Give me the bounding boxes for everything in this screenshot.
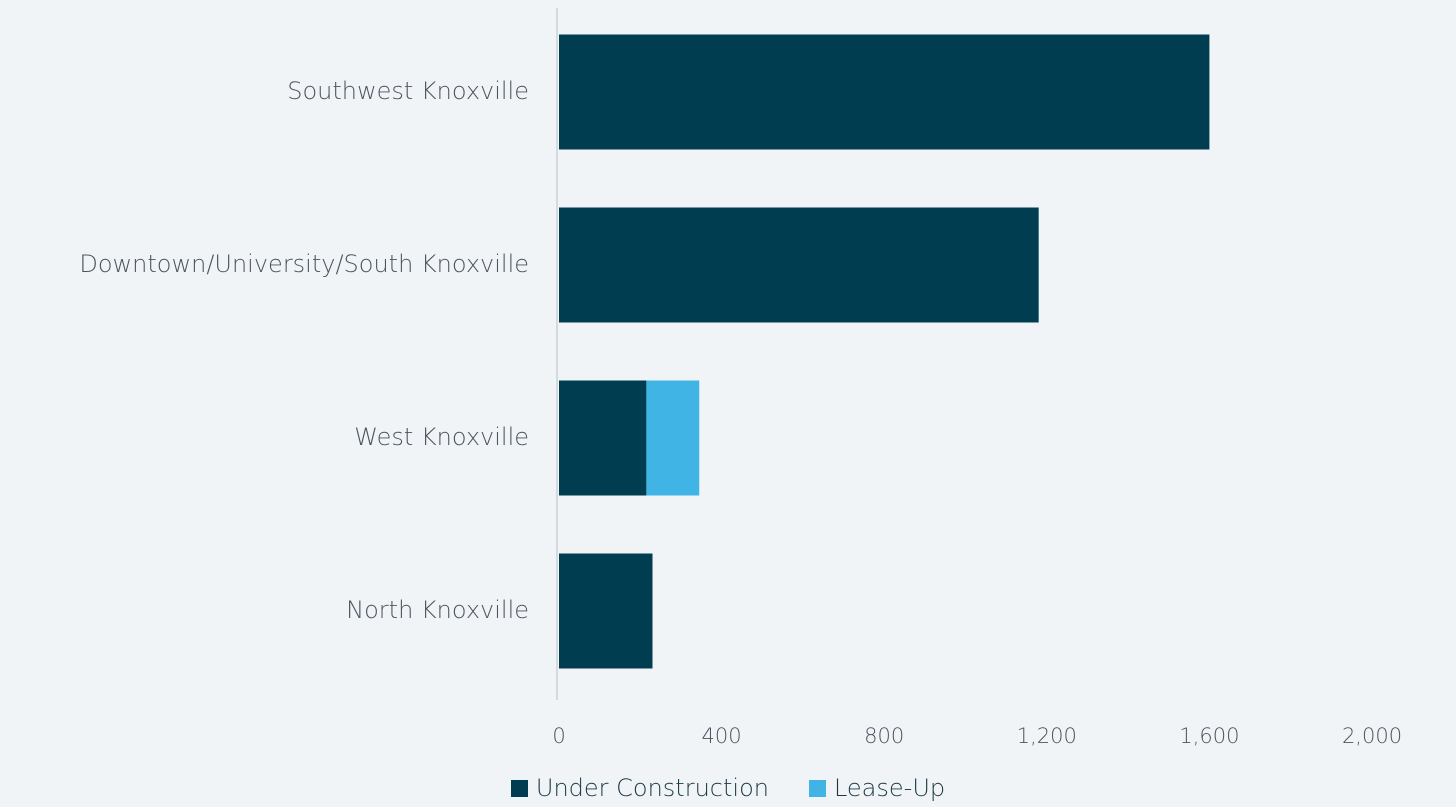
legend-label-lease-up: Lease-Up (833, 774, 946, 802)
x-tick-labels: 0 400 800 1,200 1,600 2,000 (552, 724, 1402, 748)
category-label-west-knoxville: West Knoxville (354, 423, 529, 451)
x-tick-label-800: 800 (864, 724, 904, 748)
category-label-north-knoxville: North Knoxville (346, 596, 529, 624)
legend-item-lease-up: Lease-Up (808, 774, 946, 802)
legend-swatch-under-construction (510, 779, 528, 797)
legend: Under Construction Lease-Up (0, 770, 1456, 806)
legend-item-under-construction: Under Construction (510, 774, 769, 802)
bars-layer (559, 34, 1210, 669)
x-tick-label-0: 0 (552, 724, 565, 748)
bar-lease-up-west-knoxville (646, 380, 700, 496)
bar-under-construction-southwest-knoxville (559, 34, 1210, 150)
category-label-downtown-university-south-knoxville: Downtown/University/South Knoxville (79, 250, 529, 278)
x-tick-label-1600: 1,600 (1179, 724, 1239, 748)
x-tick-label-2000: 2,000 (1342, 724, 1402, 748)
legend-label-under-construction: Under Construction (535, 774, 769, 802)
category-label-southwest-knoxville: Southwest Knoxville (287, 77, 529, 105)
category-labels: Southwest Knoxville Downtown/University/S… (79, 77, 529, 624)
bar-under-construction-west-knoxville (559, 380, 647, 496)
legend-swatch-lease-up (808, 779, 826, 797)
x-tick-label-400: 400 (702, 724, 742, 748)
x-tick-label-1200: 1,200 (1017, 724, 1077, 748)
bar-under-construction-north-knoxville (559, 553, 653, 669)
bar-under-construction-downtown-university-south-knoxville (559, 207, 1039, 323)
